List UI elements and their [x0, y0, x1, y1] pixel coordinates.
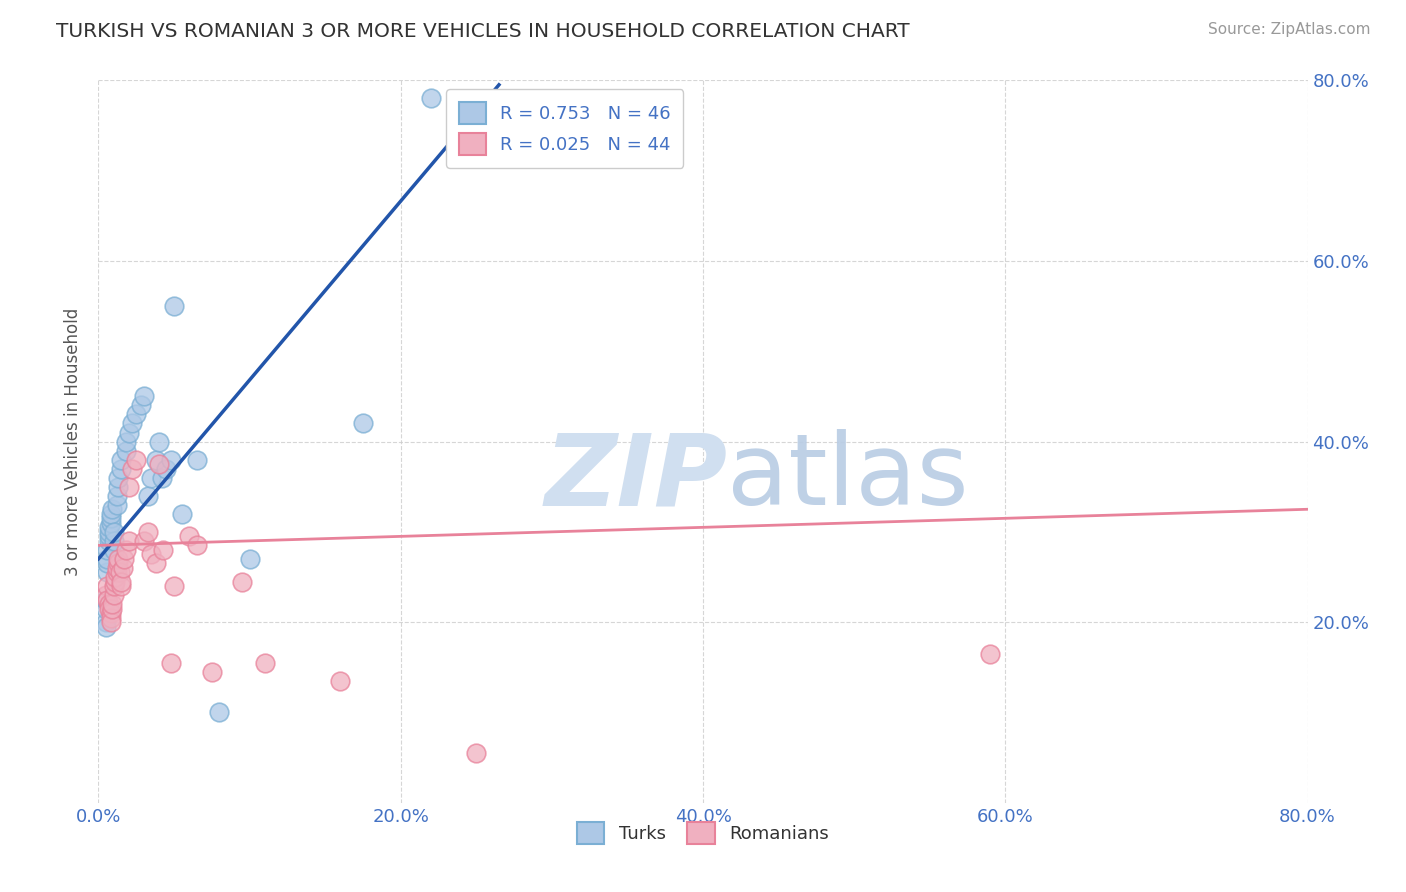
Point — [111, 561, 134, 575]
Text: TURKISH VS ROMANIAN 3 OR MORE VEHICLES IN HOUSEHOLD CORRELATION CHART: TURKISH VS ROMANIAN 3 OR MORE VEHICLES I… — [56, 22, 910, 41]
Point — [110, 461, 132, 475]
Text: ZIP: ZIP — [544, 429, 727, 526]
Point — [201, 665, 224, 679]
Point — [101, 601, 124, 615]
Point — [98, 524, 121, 539]
Point — [96, 579, 118, 593]
Point — [94, 620, 117, 634]
Point — [105, 498, 128, 512]
Point — [108, 566, 131, 580]
Point — [125, 452, 148, 467]
Text: Source: ZipAtlas.com: Source: ZipAtlas.com — [1208, 22, 1371, 37]
Point — [160, 656, 183, 670]
Point — [145, 452, 167, 467]
Point — [152, 542, 174, 557]
Point — [100, 507, 122, 521]
Point — [103, 533, 125, 548]
Legend: Turks, Romanians: Turks, Romanians — [569, 815, 837, 852]
Point — [329, 673, 352, 688]
Point — [352, 417, 374, 431]
Point — [101, 597, 124, 611]
Point — [253, 656, 276, 670]
Point — [107, 480, 129, 494]
Point — [94, 601, 117, 615]
Point — [105, 566, 128, 580]
Point — [110, 452, 132, 467]
Point — [114, 443, 136, 458]
Point — [103, 579, 125, 593]
Point — [148, 457, 170, 471]
Point — [155, 461, 177, 475]
Point — [136, 524, 159, 539]
Point — [231, 574, 253, 589]
Point — [465, 746, 488, 760]
Point — [145, 557, 167, 571]
Point — [118, 425, 141, 440]
Y-axis label: 3 or more Vehicles in Household: 3 or more Vehicles in Household — [65, 308, 83, 575]
Point — [163, 299, 186, 313]
Text: atlas: atlas — [727, 429, 969, 526]
Point — [163, 579, 186, 593]
Point — [979, 647, 1001, 661]
Point — [96, 592, 118, 607]
Point — [132, 533, 155, 548]
Point — [114, 542, 136, 557]
Point — [170, 507, 193, 521]
Point — [96, 552, 118, 566]
Point — [420, 91, 443, 105]
Point — [98, 520, 121, 534]
Point — [141, 548, 163, 562]
Point — [100, 511, 122, 525]
Point — [112, 552, 135, 566]
Point — [121, 461, 143, 475]
Point — [150, 471, 173, 485]
Point — [96, 557, 118, 571]
Point — [96, 566, 118, 580]
Point — [105, 561, 128, 575]
Point — [98, 529, 121, 543]
Point — [96, 542, 118, 557]
Point — [104, 574, 127, 589]
Point — [100, 615, 122, 630]
Point — [98, 533, 121, 548]
Point — [125, 408, 148, 422]
Point — [114, 434, 136, 449]
Point — [107, 557, 129, 571]
Point — [129, 398, 152, 412]
Point — [208, 706, 231, 720]
Point — [110, 574, 132, 589]
Point — [100, 516, 122, 530]
Point — [239, 552, 262, 566]
Point — [121, 417, 143, 431]
Point — [160, 452, 183, 467]
Point — [100, 606, 122, 620]
Point — [98, 597, 121, 611]
Point — [101, 502, 124, 516]
Point — [107, 471, 129, 485]
Point — [132, 389, 155, 403]
Point — [103, 524, 125, 539]
Point — [141, 471, 163, 485]
Point — [179, 529, 201, 543]
Point — [110, 579, 132, 593]
Point — [105, 489, 128, 503]
Point — [104, 570, 127, 584]
Point — [136, 489, 159, 503]
Point — [118, 533, 141, 548]
Point — [98, 601, 121, 615]
Point — [107, 552, 129, 566]
Point — [186, 452, 208, 467]
Point — [186, 538, 208, 552]
Point — [103, 542, 125, 557]
Point — [103, 588, 125, 602]
Point — [148, 434, 170, 449]
Point — [118, 480, 141, 494]
Point — [94, 592, 117, 607]
Point — [100, 610, 122, 624]
Point — [94, 588, 117, 602]
Point — [94, 615, 117, 630]
